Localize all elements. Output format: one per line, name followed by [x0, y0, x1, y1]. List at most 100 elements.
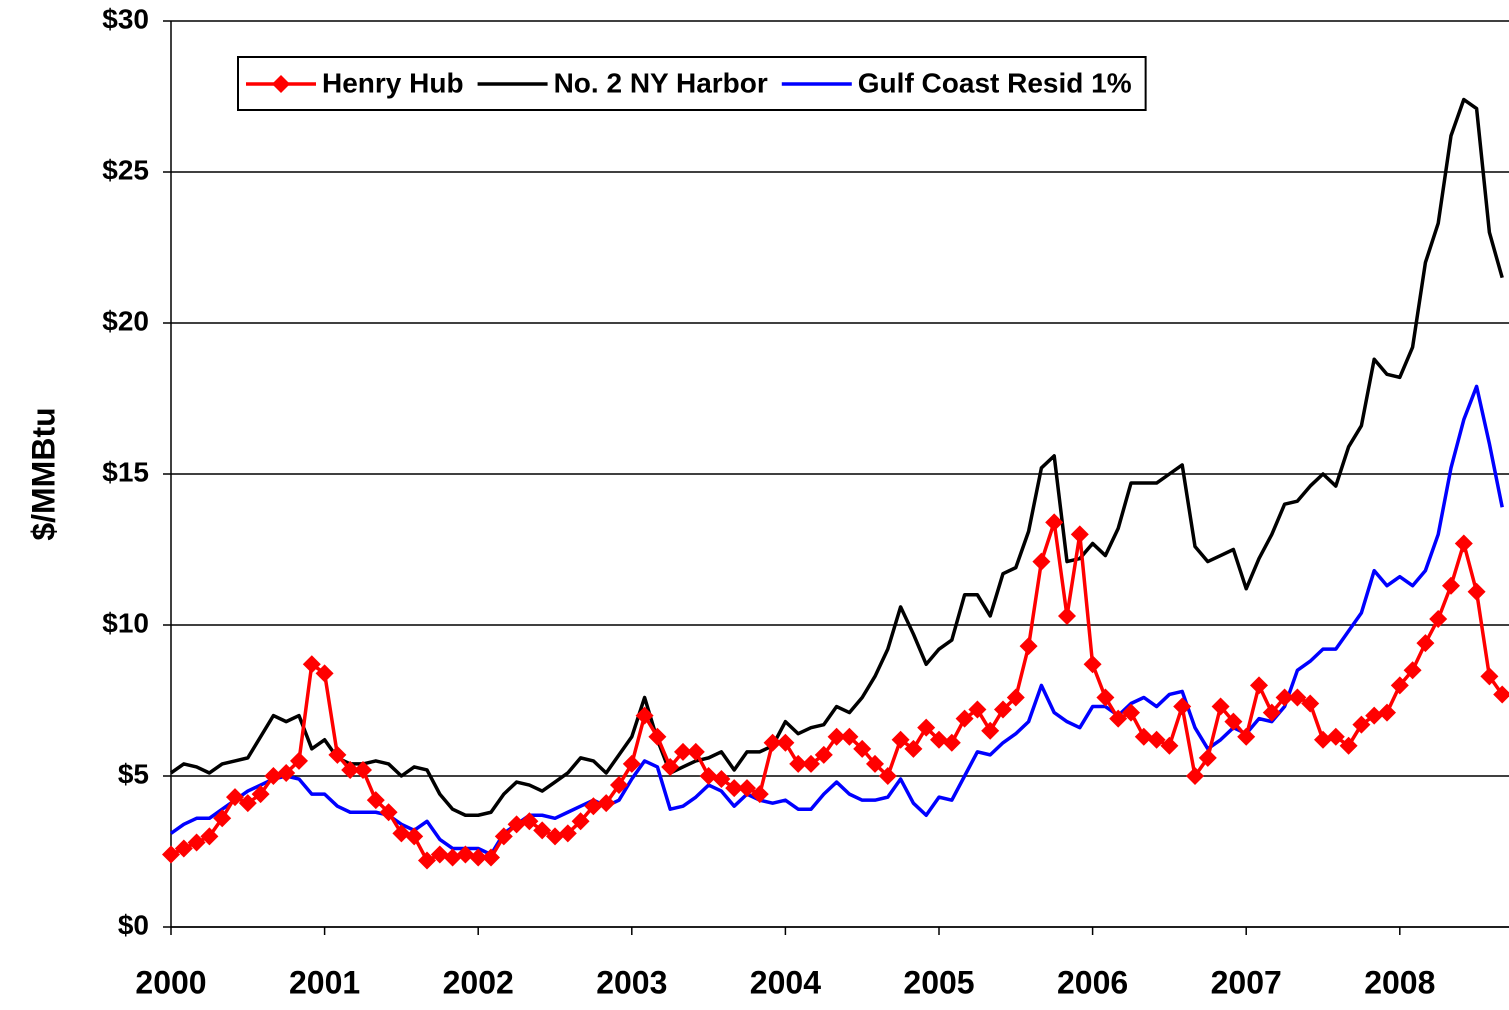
data-point [162, 845, 180, 864]
data-point [456, 845, 475, 864]
legend: Henry Hub No. 2 NY Harbor Gulf Coast Resid… [237, 56, 1147, 111]
data-point [200, 827, 219, 846]
data-point [1429, 609, 1448, 628]
data-point [354, 760, 372, 779]
data-point [1365, 706, 1384, 725]
data-point [763, 733, 782, 752]
data-point [789, 754, 808, 773]
data-point [1288, 688, 1307, 707]
data-point [597, 794, 616, 813]
data-point [546, 827, 564, 846]
data-point [533, 821, 552, 840]
data-point [686, 742, 705, 761]
data-point [1326, 727, 1345, 746]
data-point [802, 754, 820, 773]
data-point [930, 730, 948, 749]
data-point [1378, 703, 1396, 722]
data-point [1314, 730, 1332, 749]
data-point [558, 824, 577, 843]
data-point [482, 848, 500, 867]
data-point [264, 767, 283, 785]
data-point [1198, 748, 1217, 767]
data-point [699, 767, 718, 785]
data-point [1390, 676, 1409, 695]
data-point [1160, 736, 1179, 755]
data-point [827, 727, 846, 746]
data-point [430, 845, 449, 864]
data-point [738, 779, 756, 798]
data-point [1224, 712, 1243, 731]
x-tick-label: 2007 [1211, 964, 1282, 1000]
x-tick-label: 2005 [903, 964, 974, 1000]
data-point [1032, 552, 1051, 571]
legend-label: Gulf Coast Resid 1% [858, 67, 1132, 98]
data-point [571, 812, 590, 831]
series-line [169, 97, 1504, 818]
data-point [1134, 727, 1153, 746]
data-point [1186, 767, 1204, 785]
legend-label: No. 2 NY Harbor [554, 67, 768, 98]
data-point [1237, 727, 1256, 746]
data-point [968, 700, 987, 719]
data-point [853, 739, 872, 758]
legend-box [237, 56, 1147, 111]
y-tick-label: $15 [102, 456, 149, 487]
x-tick-label: 2004 [750, 964, 821, 1000]
data-point [917, 718, 936, 737]
data-point [520, 812, 539, 831]
data-point [1339, 736, 1358, 755]
data-point [1275, 688, 1294, 707]
data-point [1250, 676, 1268, 695]
data-point [328, 745, 347, 764]
data-point [712, 770, 731, 789]
data-point [840, 727, 859, 746]
data-point [904, 739, 923, 758]
data-point [290, 751, 308, 770]
data-point [1109, 709, 1128, 728]
x-tick-label: 2006 [1057, 964, 1128, 1000]
data-point [251, 785, 270, 804]
data-point [238, 794, 257, 813]
x-tick-label: 2002 [443, 964, 514, 1000]
data-point [1301, 694, 1320, 713]
data-point [213, 809, 232, 828]
x-tick-label: 2001 [289, 964, 360, 1000]
data-point [341, 760, 360, 779]
data-point [1173, 697, 1192, 716]
y-tick-label: $10 [102, 607, 149, 638]
data-point [776, 733, 795, 752]
data-point [725, 779, 744, 798]
data-point [302, 655, 321, 674]
data-point [226, 788, 244, 807]
y-tick-label: $5 [118, 758, 149, 789]
data-point [648, 727, 667, 746]
legend-marker [272, 75, 290, 93]
data-point [1454, 534, 1473, 553]
data-point [1442, 576, 1460, 595]
data-point [1058, 606, 1076, 625]
data-point [750, 785, 769, 804]
data-point [174, 839, 193, 858]
data-point [366, 791, 385, 810]
data-point [507, 815, 526, 834]
series-line [170, 520, 1504, 863]
x-tick-label: 2000 [135, 964, 206, 1000]
data-point [661, 757, 680, 776]
data-point [187, 833, 206, 852]
y-tick-label: $20 [102, 305, 149, 336]
data-point [1019, 637, 1038, 656]
data-point [1211, 697, 1230, 716]
data-point [1096, 688, 1115, 707]
y-tick-label: $25 [102, 154, 149, 185]
x-tick-label: 2008 [1364, 964, 1435, 1000]
data-point [1006, 688, 1025, 707]
data-point [1416, 634, 1435, 653]
data-point [584, 797, 603, 816]
data-point [994, 700, 1012, 719]
data-point [277, 763, 296, 782]
data-point [1070, 525, 1089, 544]
data-point [866, 754, 884, 773]
data-point [315, 664, 334, 683]
data-point [981, 721, 1000, 740]
data-point [1147, 730, 1166, 749]
